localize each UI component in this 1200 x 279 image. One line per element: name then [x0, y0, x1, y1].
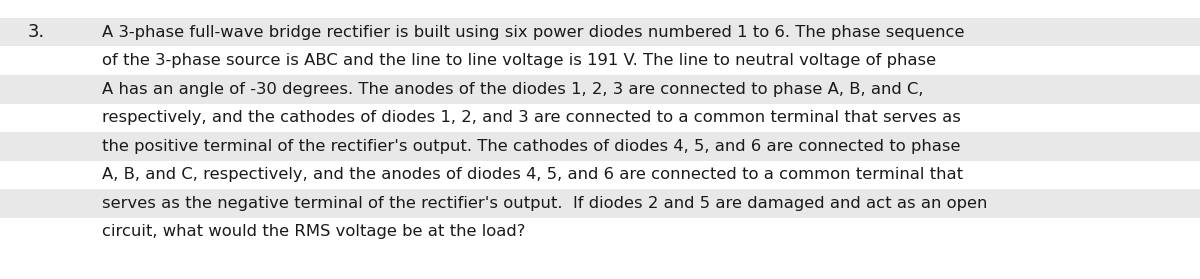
Text: 3.: 3.	[28, 23, 46, 41]
Text: respectively, and the cathodes of diodes 1, 2, and 3 are connected to a common t: respectively, and the cathodes of diodes…	[102, 110, 961, 125]
Text: of the 3-phase source is ABC and the line to line voltage is 191 V. The line to : of the 3-phase source is ABC and the lin…	[102, 53, 936, 68]
FancyBboxPatch shape	[0, 18, 1200, 47]
FancyBboxPatch shape	[0, 104, 1200, 132]
Text: circuit, what would the RMS voltage be at the load?: circuit, what would the RMS voltage be a…	[102, 224, 526, 239]
FancyBboxPatch shape	[0, 218, 1200, 246]
FancyBboxPatch shape	[0, 160, 1200, 189]
FancyBboxPatch shape	[0, 189, 1200, 218]
FancyBboxPatch shape	[0, 132, 1200, 160]
FancyBboxPatch shape	[0, 47, 1200, 75]
Text: A has an angle of -30 degrees. The anodes of the diodes 1, 2, 3 are connected to: A has an angle of -30 degrees. The anode…	[102, 82, 924, 97]
Text: A 3-phase full-wave bridge rectifier is built using six power diodes numbered 1 : A 3-phase full-wave bridge rectifier is …	[102, 25, 965, 40]
Text: A, B, and C, respectively, and the anodes of diodes 4, 5, and 6 are connected to: A, B, and C, respectively, and the anode…	[102, 167, 964, 182]
Text: the positive terminal of the rectifier's output. The cathodes of diodes 4, 5, an: the positive terminal of the rectifier's…	[102, 139, 960, 154]
Text: serves as the negative terminal of the rectifier's output.  If diodes 2 and 5 ar: serves as the negative terminal of the r…	[102, 196, 988, 211]
FancyBboxPatch shape	[0, 75, 1200, 104]
